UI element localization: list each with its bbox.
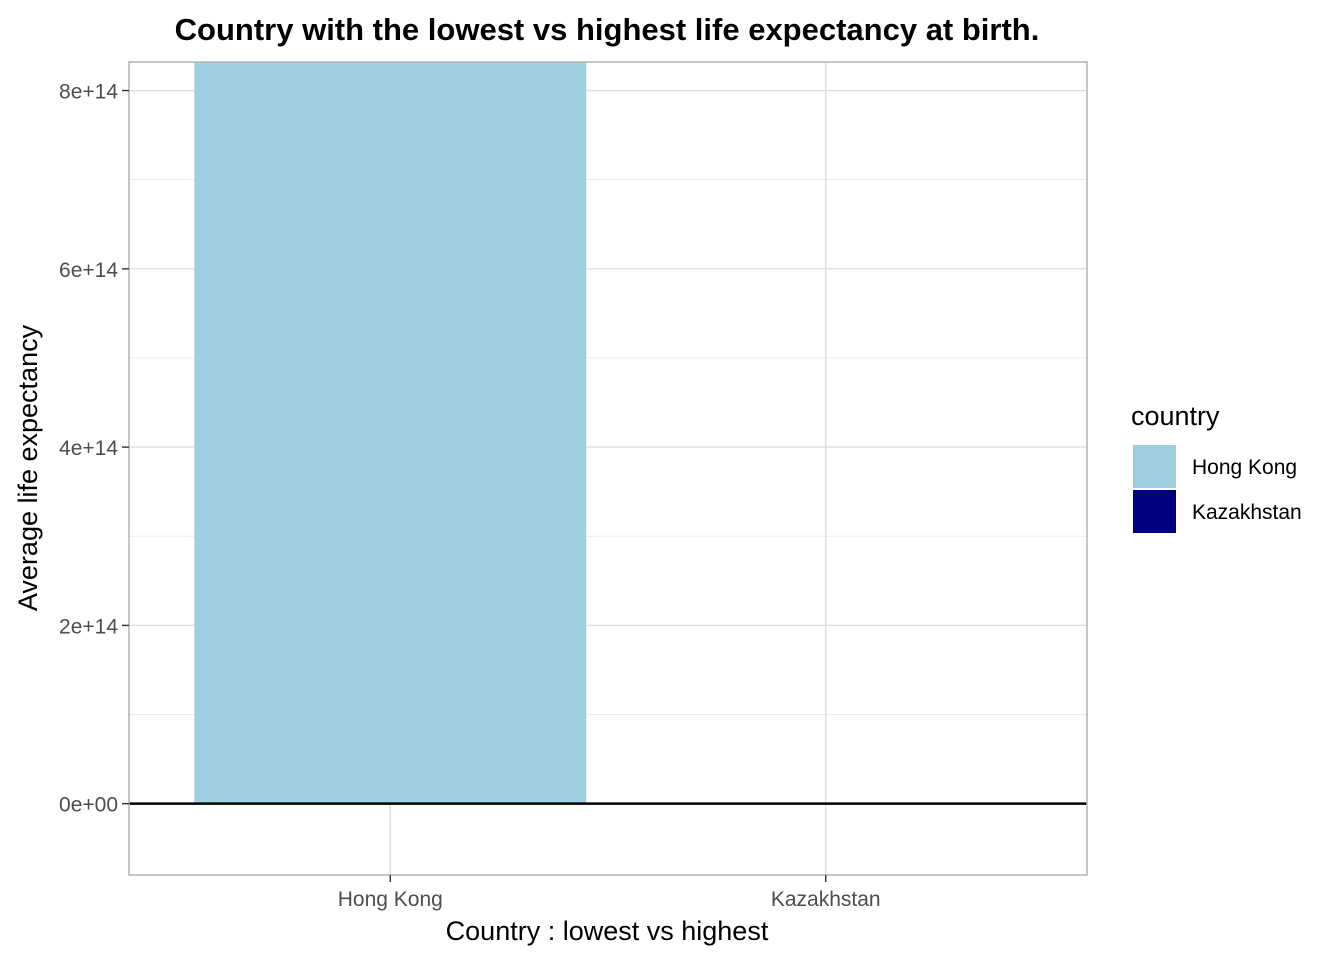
- legend-title: country: [1131, 401, 1220, 431]
- x-tick-label: Kazakhstan: [771, 888, 881, 911]
- legend-swatch: [1133, 445, 1176, 488]
- legend-label: Hong Kong: [1192, 456, 1297, 479]
- bars: [194, 62, 587, 804]
- y-tick-label: 6e+14: [59, 259, 118, 282]
- legend-swatch: [1133, 490, 1176, 533]
- y-tick-label: 0e+00: [59, 794, 118, 817]
- y-tick-label: 2e+14: [59, 615, 118, 638]
- y-tick-label: 8e+14: [59, 81, 118, 104]
- y-axis: 0e+00 2e+14 4e+14 6e+14 8e+14: [59, 81, 129, 817]
- x-axis: Hong Kong Kazakhstan: [338, 875, 881, 911]
- legend-label: Kazakhstan: [1192, 501, 1302, 524]
- x-axis-label: Country : lowest vs highest: [446, 916, 769, 946]
- y-tick-label: 4e+14: [59, 437, 118, 460]
- legend: country Hong Kong Kazakhstan: [1131, 401, 1302, 533]
- plot-border: [128, 61, 1088, 876]
- x-tick-label: Hong Kong: [338, 888, 443, 911]
- legend-items: Hong Kong Kazakhstan: [1133, 445, 1302, 533]
- y-axis-label: Average life expectancy: [13, 324, 43, 611]
- chart-title: Country with the lowest vs highest life …: [175, 12, 1040, 47]
- bar-hong-kong: [194, 62, 587, 804]
